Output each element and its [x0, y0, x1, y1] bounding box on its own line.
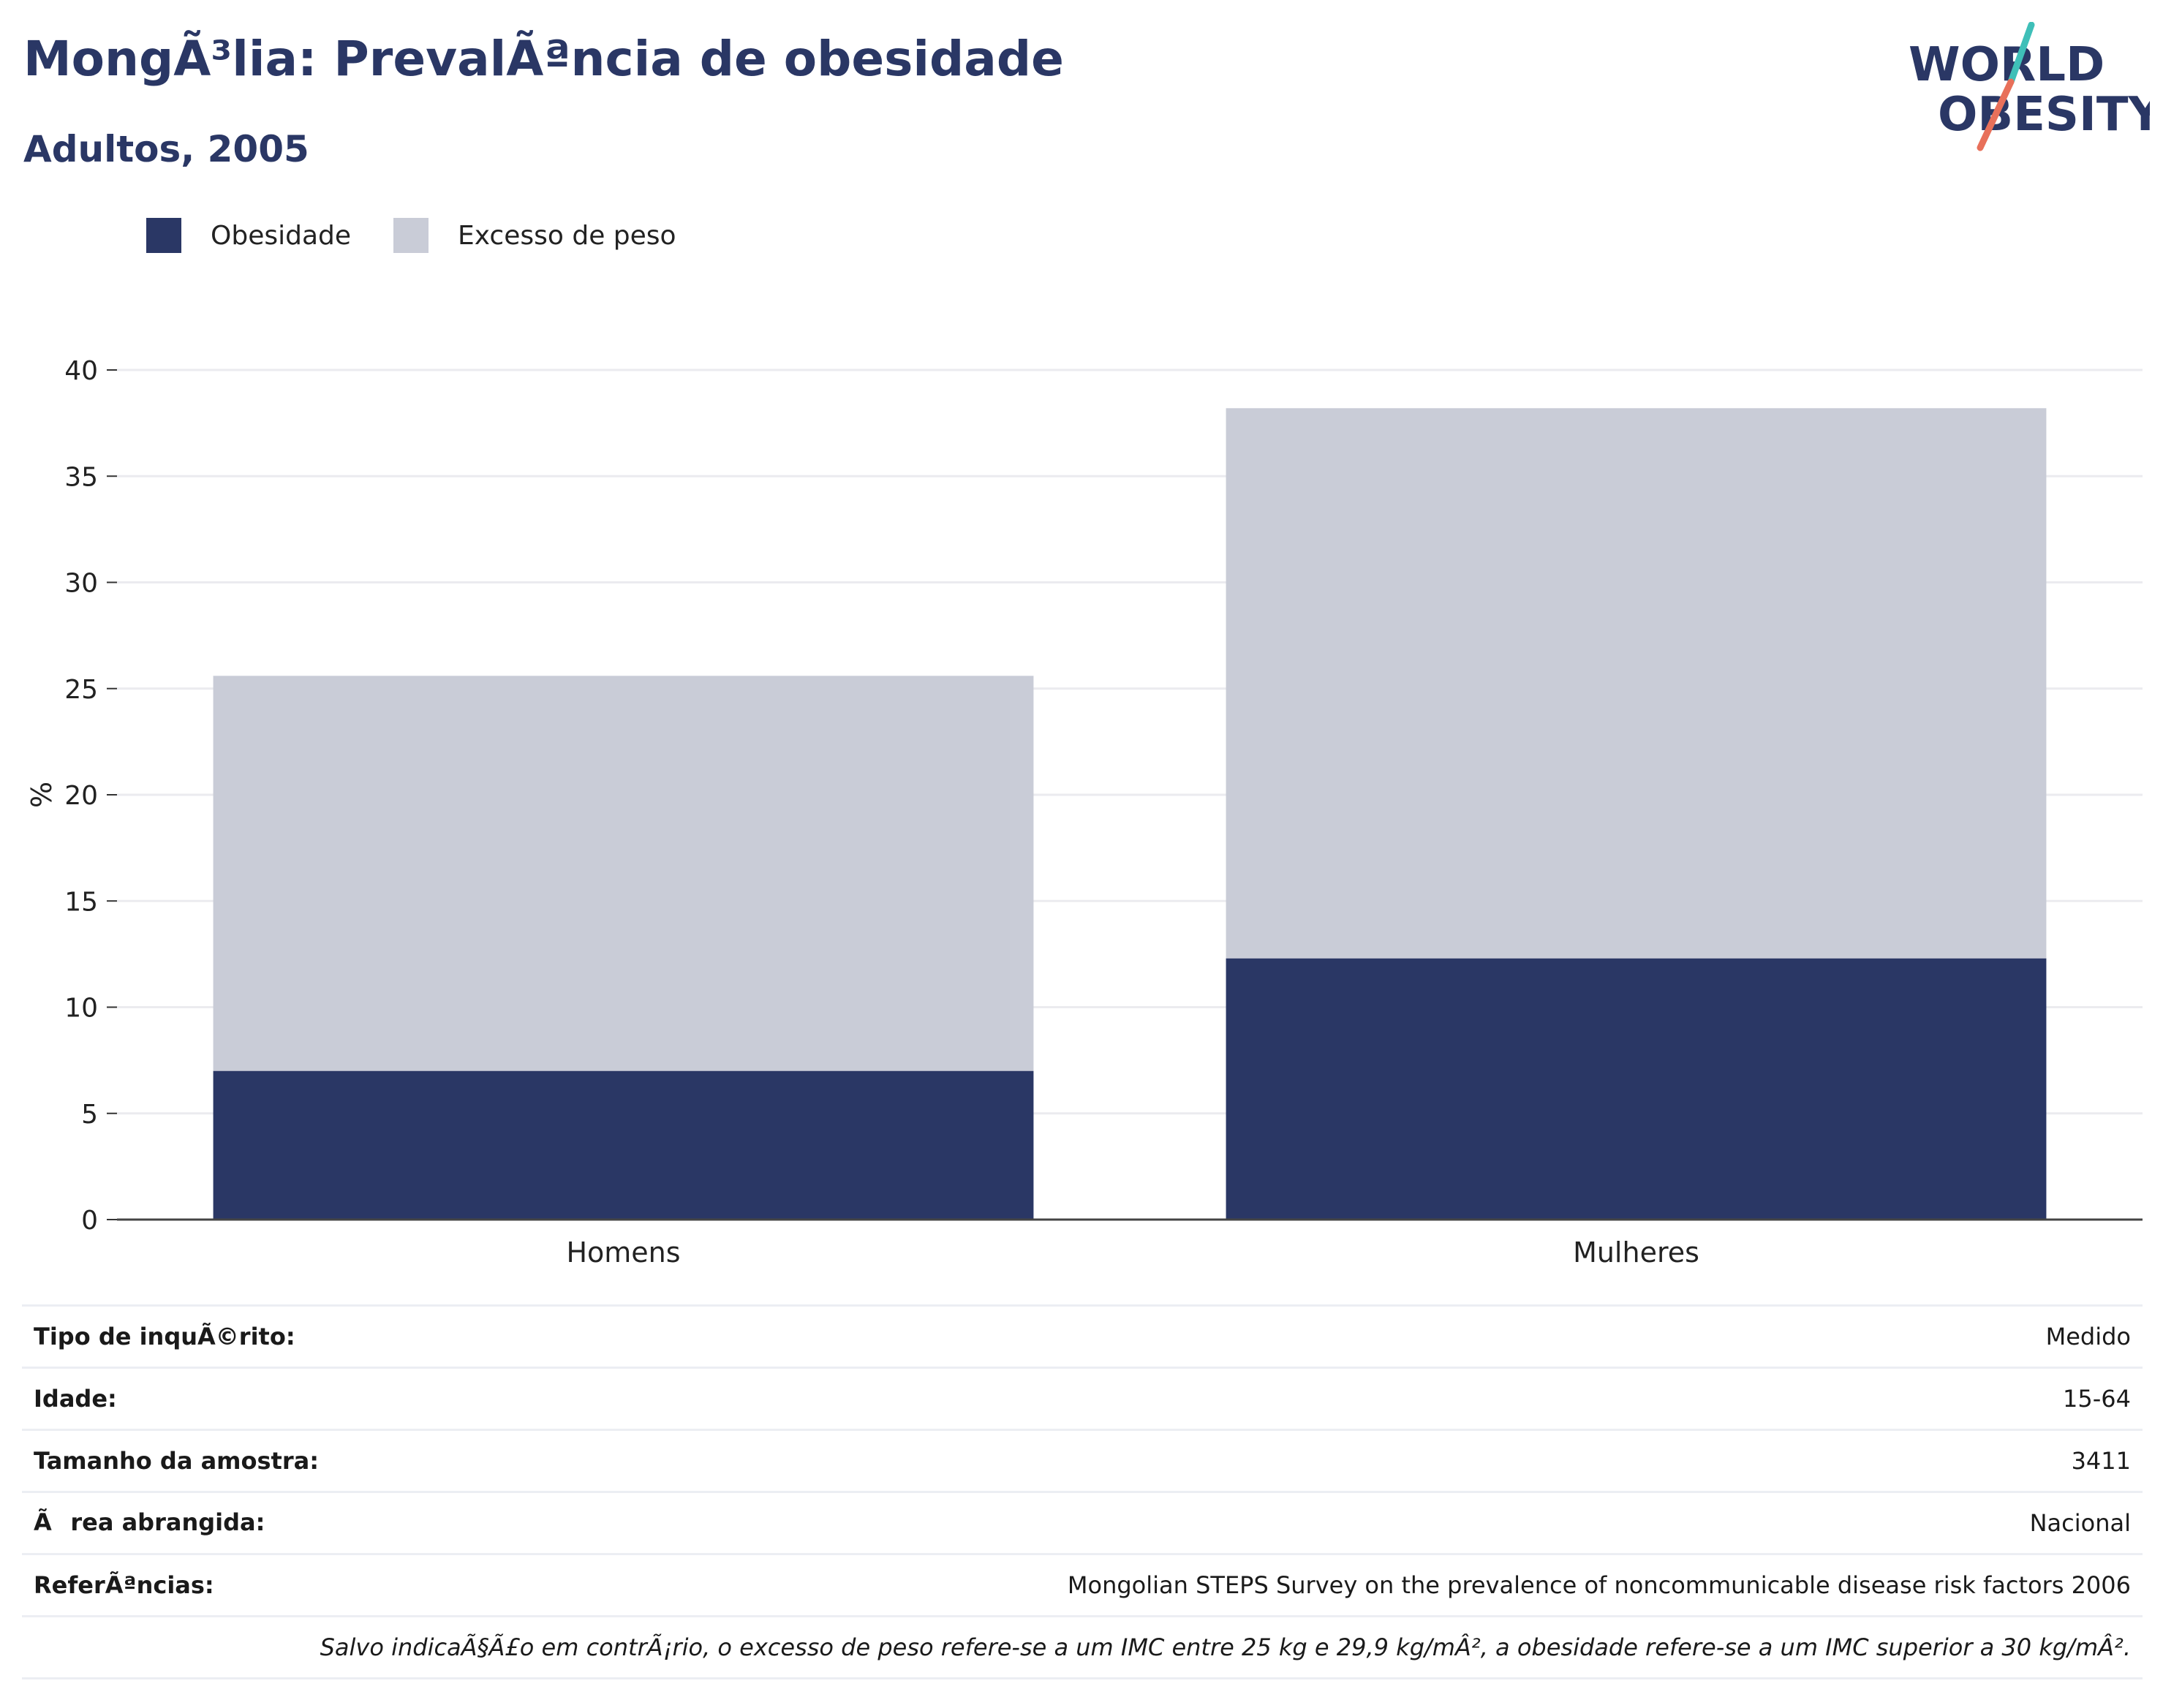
survey-info-table: Tipo de inquÃ©rito: Medido Idade: 15-64 … — [22, 1304, 2143, 1679]
logo-slash-coral — [1977, 78, 2015, 151]
world-obesity-logo: WORLD OBESITY — [1909, 22, 2150, 151]
y-tick-label: 20 — [64, 781, 98, 811]
chart-title: MongÃ³lia: PrevalÃªncia de obesidade — [23, 31, 1064, 87]
y-tick-label: 40 — [64, 356, 98, 386]
definition-note: Salvo indicaÃ§Ã£o em contrÃ¡rio, o exces… — [22, 1615, 2143, 1679]
info-key: Ãrea abrangida: — [34, 1508, 265, 1536]
bar-chart: 0 5 10 15 20 25 30 35 40% Homens Mulheres — [26, 356, 2143, 1269]
bar-excesso-de-peso-homens[interactable] — [213, 676, 1034, 1071]
note-text: Salvo indicaÃ§Ã£o em contrÃ¡rio, o exces… — [320, 1633, 2131, 1661]
logo-slash-teal — [2007, 22, 2035, 86]
y-tick-label: 35 — [64, 462, 98, 492]
info-key: Idade: — [34, 1385, 117, 1413]
info-value: Nacional — [2029, 1509, 2131, 1537]
legend-label: Obesidade — [211, 220, 352, 251]
info-value: Mongolian STEPS Survey on the prevalence… — [1067, 1571, 2131, 1599]
bar-excesso-de-peso-mulheres[interactable] — [1226, 408, 2047, 959]
info-row-survey-type: Tipo de inquÃ©rito: Medido — [22, 1304, 2143, 1367]
legend-item-obesidade[interactable]: Obesidade — [146, 218, 351, 253]
bar-obesidade-mulheres[interactable] — [1226, 958, 2047, 1220]
chart-subtitle: Adultos, 2005 — [23, 128, 309, 170]
logo-text-obesity: OBESITY — [1938, 88, 2150, 142]
y-tick-label: 10 — [64, 994, 98, 1024]
legend-label: Excesso de peso — [458, 220, 676, 251]
legend: Obesidade Excesso de peso — [146, 218, 719, 253]
info-row-references: ReferÃªncias: Mongolian STEPS Survey on … — [22, 1553, 2143, 1615]
x-tick-label: Homens — [566, 1236, 680, 1269]
y-tick-label: 30 — [64, 569, 98, 599]
info-row-sample-size: Tamanho da amostra: 3411 — [22, 1429, 2143, 1491]
info-value: 3411 — [2071, 1447, 2131, 1475]
y-tick-label: 0 — [81, 1206, 98, 1236]
info-row-area: Ãrea abrangida: Nacional — [22, 1491, 2143, 1553]
info-value: Medido — [2045, 1323, 2131, 1350]
info-key: Tipo de inquÃ©rito: — [34, 1323, 295, 1350]
logo-text-world: WORLD — [1909, 38, 2105, 92]
info-value: 15-64 — [2063, 1385, 2131, 1413]
y-axis-label: % — [26, 782, 58, 808]
x-tick-label: Mulheres — [1573, 1236, 1699, 1269]
info-key: Tamanho da amostra: — [34, 1447, 319, 1475]
info-key: ReferÃªncias: — [34, 1571, 214, 1599]
info-row-age: Idade: 15-64 — [22, 1367, 2143, 1429]
y-tick-label: 15 — [64, 887, 98, 917]
legend-swatch-obesidade — [146, 218, 181, 253]
legend-swatch-excesso-de-peso — [393, 218, 429, 253]
y-tick-label: 5 — [81, 1100, 98, 1130]
legend-item-excesso-de-peso[interactable]: Excesso de peso — [393, 218, 676, 253]
y-tick-label: 25 — [64, 675, 98, 705]
bar-obesidade-homens[interactable] — [213, 1070, 1034, 1220]
